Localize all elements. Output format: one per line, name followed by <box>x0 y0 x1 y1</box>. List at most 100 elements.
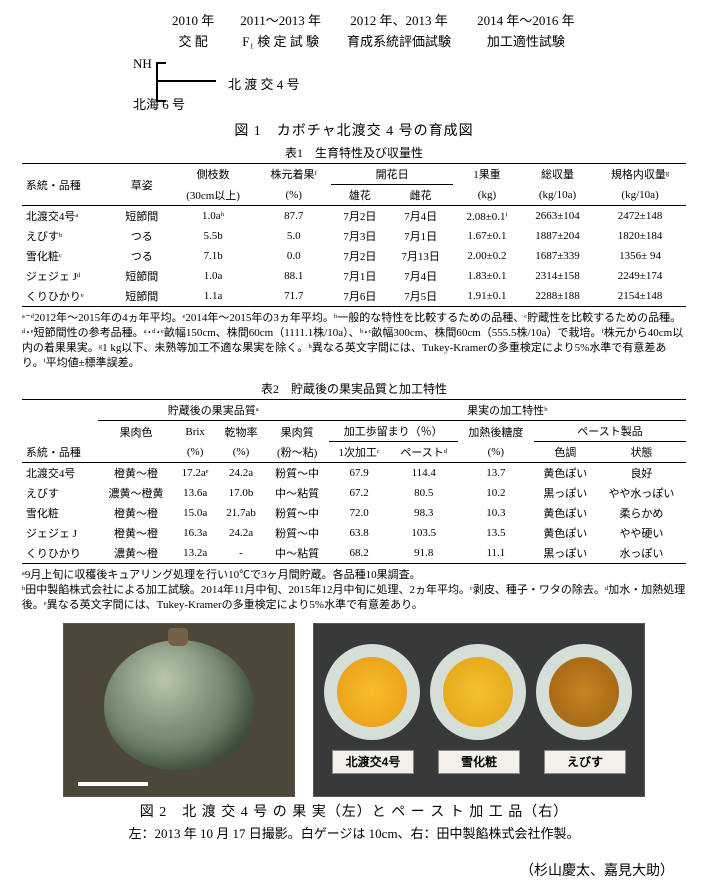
cell: 2314±158 <box>521 266 594 286</box>
cell: 5.0 <box>256 226 331 246</box>
cell: 13.7 <box>458 463 534 484</box>
timeline-year: 2014 年～2016 年 <box>465 10 587 29</box>
th-lateral: 側枝数 <box>170 164 256 185</box>
cell: 2.00±0.2 <box>453 246 521 266</box>
cell: 11.1 <box>458 543 534 564</box>
cell: 91.8 <box>390 543 458 564</box>
th-female: 雌花 <box>388 185 453 206</box>
table-row: 雪化粧橙黄～橙15.0a21.7ab粉質～中72.098.310.3黄色ぽい柔ら… <box>22 503 686 523</box>
cell: 7月1日 <box>331 266 388 286</box>
plate-label-1: 北渡交4号 <box>332 750 414 774</box>
timeline-year: 2010 年 <box>160 10 226 29</box>
cell: 1887±204 <box>521 226 594 246</box>
timeline-label: 加工適性試験 <box>465 31 587 50</box>
cell: くりひかりᵉ <box>22 286 113 307</box>
cell: 17.2aᵉ <box>174 463 216 484</box>
squash-stem <box>168 628 188 646</box>
th-std-sub: (kg/10a) <box>594 185 686 206</box>
timeline-table: 2010 年 2011～2013 年 2012 年、2013 年 2014 年～… <box>158 8 589 52</box>
table-row: 雪化粧ᶜつる7.1b0.07月2日7月13日2.00±0.21687±33913… <box>22 246 686 266</box>
cell: 5.5b <box>170 226 256 246</box>
th-std: 規格内収量ᵍ <box>594 164 686 185</box>
th-proximal-sub: (%) <box>256 185 331 206</box>
fig2-subcaption: 左：2013 年 10 月 17 日撮影。白ゲージは 10cm、右：田中製餡株式… <box>8 823 700 842</box>
plate-3 <box>536 644 632 740</box>
plate-label-2: 雪化粧 <box>438 750 520 774</box>
cell: 16.3a <box>174 523 216 543</box>
cell: 1.0aʰ <box>170 206 256 227</box>
cell: 1687±339 <box>521 246 594 266</box>
cell: ジェジェ Jᵈ <box>22 266 113 286</box>
cell: えびす <box>22 483 98 503</box>
cell: 黄色ぽい <box>534 463 597 484</box>
th-total-sub: (kg/10a) <box>521 185 594 206</box>
plate-label-3: えびす <box>544 750 626 774</box>
photo-fruit <box>63 623 295 797</box>
th-proximal: 株元着果ᶠ <box>256 164 331 185</box>
cell: 2.08±0.1ⁱ <box>453 206 521 227</box>
tree-line <box>156 80 216 82</box>
th-texture: 果肉質 <box>266 421 329 442</box>
plate-2 <box>430 644 526 740</box>
cell: 水っぽい <box>597 543 686 564</box>
th-strain: 系統・品種 <box>22 442 98 463</box>
cell: 17.0b <box>216 483 266 503</box>
cell: 2472±148 <box>594 206 686 227</box>
cell: 24.2a <box>216 523 266 543</box>
cell: 雪化粧 <box>22 503 98 523</box>
fig2-caption: 図 2 北 渡 交 4 号 の 果 実（左）と ペ ー ス ト 加 工 品（右） <box>8 801 700 821</box>
th-state: 状態 <box>597 442 686 463</box>
table1-notes: ᵃ⁻ᵈ2012年～2015年の4ヵ年平均。ᵉ2014年～2015年の3ヵ年平均。… <box>22 311 686 370</box>
th-quality: 貯蔵後の果実品質ᵃ <box>98 400 329 421</box>
th-dry-sub: (%) <box>216 442 266 463</box>
cell: 88.1 <box>256 266 331 286</box>
cell: 15.0a <box>174 503 216 523</box>
cell: 黒っぽい <box>534 483 597 503</box>
table-row: えびすᵇつる5.5b5.07月3日7月1日1.67±0.11887±204182… <box>22 226 686 246</box>
cell: 北渡交4号ᵃ <box>22 206 113 227</box>
tree-parent-hokkai6: 北海 6 号 <box>133 94 185 113</box>
table-row: ジェジェ Jᵈ短節間1.0a88.17月1日7月4日1.83±0.12314±1… <box>22 266 686 286</box>
cell: 67.9 <box>329 463 390 484</box>
cell: 7月2日 <box>331 246 388 266</box>
fig1-caption: 図 1 カボチャ北渡交 4 号の育成図 <box>8 120 700 140</box>
cell: 7月13日 <box>388 246 453 266</box>
cell: 橙黄～橙 <box>98 503 174 523</box>
cell: つる <box>113 226 170 246</box>
photo-row: 北渡交4号 雪化粧 えびす <box>8 623 700 797</box>
timeline-label: 育成系統評価試験 <box>335 31 463 50</box>
cell: 1.1a <box>170 286 256 307</box>
cell: 71.7 <box>256 286 331 307</box>
cell: 橙黄～橙 <box>98 463 174 484</box>
cell: 1.67±0.1 <box>453 226 521 246</box>
timeline-year: 2011～2013 年 <box>228 10 333 29</box>
plate-1 <box>324 644 420 740</box>
th-paste: ペーストᵈ <box>390 442 458 463</box>
cell: 2288±188 <box>521 286 594 307</box>
th-plant: 草姿 <box>113 164 170 206</box>
cell: 粉質～中 <box>266 463 329 484</box>
th-prim: 1次加工ᶜ <box>329 442 390 463</box>
cell: 10.3 <box>458 503 534 523</box>
tree-result: 北 渡 交 4 号 <box>228 74 300 93</box>
th-proc: 果実の加工特性ᵇ <box>329 400 687 421</box>
table2: 貯蔵後の果実品質ᵃ 果実の加工特性ᵇ 果肉色 Brix 乾物率 果肉質 加工歩留… <box>22 399 686 564</box>
cell: 80.5 <box>390 483 458 503</box>
timeline-label: 交 配 <box>160 31 226 50</box>
cell: 雪化粧ᶜ <box>22 246 113 266</box>
photo-paste: 北渡交4号 雪化粧 えびす <box>313 623 645 797</box>
cell: 7月6日 <box>331 286 388 307</box>
cell: 短節間 <box>113 266 170 286</box>
squash-illustration <box>104 640 254 770</box>
th-fruitwt: 1果重 <box>453 164 521 185</box>
table-row: くりひかり濃黄～橙13.2a-中～粘質68.291.811.1黒っぽい水っぽい <box>22 543 686 564</box>
cell: えびすᵇ <box>22 226 113 246</box>
cell: 7月4日 <box>388 266 453 286</box>
cell: 中～粘質 <box>266 483 329 503</box>
th-yield: 加工歩留まり（％） <box>329 421 458 442</box>
cell: 13.6a <box>174 483 216 503</box>
table2-notes: ᵃ9月上旬に収穫後キュアリング処理を行い10℃で3ヶ月間貯蔵。各品種10果調査。… <box>22 568 686 613</box>
cell: 10.2 <box>458 483 534 503</box>
cell: 67.2 <box>329 483 390 503</box>
cell: 短節間 <box>113 286 170 307</box>
